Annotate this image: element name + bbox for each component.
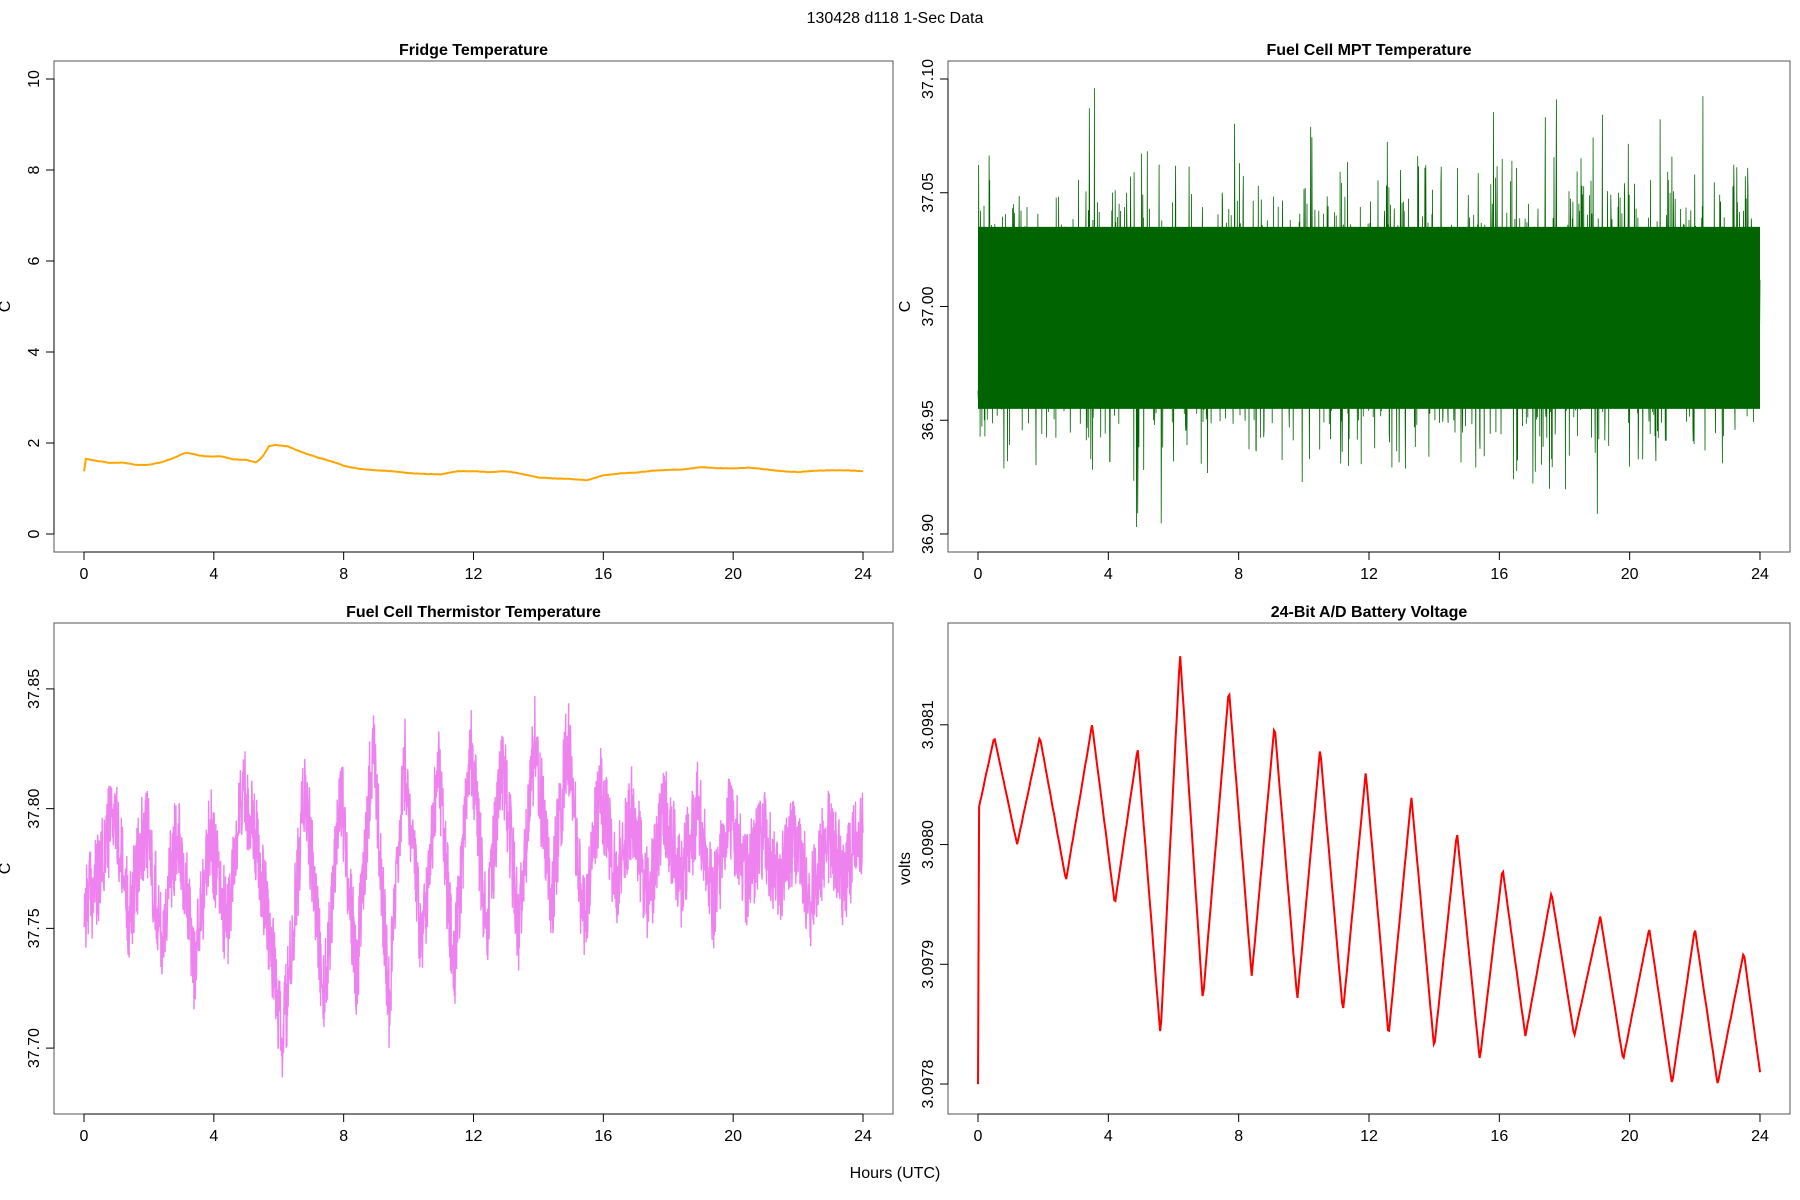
- x-tick-label: 20: [1621, 1128, 1639, 1145]
- x-axis-label: Hours (UTC): [850, 1165, 941, 1182]
- panel-title: Fuel Cell MPT Temperature: [1266, 42, 1471, 59]
- x-tick-label: 12: [465, 566, 483, 583]
- series-line: [83, 695, 864, 1078]
- x-tick-label: 16: [1490, 566, 1508, 583]
- x-tick-label: 4: [209, 1128, 218, 1145]
- x-tick-label: 16: [594, 566, 612, 583]
- x-tick-label: 16: [1490, 1128, 1508, 1145]
- y-axis-label: C: [0, 863, 14, 875]
- y-tick-label: 37.85: [26, 669, 43, 709]
- chart-panel-2: Fuel Cell MPT Temperature C 0 4 8 12 16 20 24 36.…: [897, 42, 1791, 583]
- x-tick-label: 20: [724, 566, 742, 583]
- plot-frame: [947, 622, 1791, 1115]
- y-tick-label: 4: [26, 347, 43, 356]
- panel-title: Fridge Temperature: [399, 42, 548, 59]
- y-tick-label: 37.05: [920, 173, 937, 213]
- x-tick-label: 20: [1621, 566, 1639, 583]
- y-axis-label: volts: [897, 852, 914, 885]
- x-tick-label: 8: [339, 566, 348, 583]
- x-tick-label: 8: [1234, 566, 1243, 583]
- y-tick-label: 0: [26, 529, 43, 538]
- y-tick-label: 37.75: [26, 908, 43, 948]
- plot-frame: [53, 60, 894, 553]
- y-tick-label: 6: [26, 256, 43, 265]
- y-tick-label: 37.80: [26, 789, 43, 829]
- y-tick-label: 3.0979: [920, 940, 937, 989]
- x-tick-label: 20: [724, 1128, 742, 1145]
- y-tick-label: 10: [26, 70, 43, 88]
- x-tick-label: 12: [1360, 1128, 1378, 1145]
- y-tick-label: 3.0980: [920, 820, 937, 869]
- x-tick-label: 4: [1104, 566, 1113, 583]
- y-tick-label: 3.0981: [920, 700, 937, 749]
- x-tick-label: 0: [974, 1128, 983, 1145]
- y-tick-label: 36.90: [920, 514, 937, 554]
- y-tick-label: 37.70: [26, 1028, 43, 1068]
- y-tick-label: 36.95: [920, 400, 937, 440]
- y-tick-label: 8: [26, 165, 43, 174]
- x-tick-label: 24: [854, 566, 872, 583]
- panel-title: Fuel Cell Thermistor Temperature: [346, 604, 601, 621]
- chart-panel-1: Fridge TemperatureC048121620240246810: [0, 42, 894, 583]
- x-tick-label: 0: [80, 566, 89, 583]
- chart-panel-4: 24-Bit A/D Battery Voltage volts 0 4 8 12 16 20…: [897, 604, 1791, 1145]
- y-tick-label: 37.00: [920, 286, 937, 326]
- y-tick-label: 37.10: [920, 59, 937, 99]
- chart-panel-3: Fuel Cell Thermistor Temperature C 0 4 8 12 16…: [0, 604, 894, 1145]
- y-tick-label: 2: [26, 438, 43, 447]
- y-tick-label: 3.0978: [920, 1059, 937, 1108]
- x-tick-label: 0: [80, 1128, 89, 1145]
- x-tick-label: 24: [1751, 1128, 1769, 1145]
- x-tick-label: 0: [974, 566, 983, 583]
- main-title: 130428 d118 1-Sec Data: [807, 10, 984, 27]
- x-tick-label: 24: [854, 1128, 872, 1145]
- series-dense-band: [978, 226, 1760, 409]
- x-tick-label: 8: [1234, 1128, 1243, 1145]
- panel-title: 24-Bit A/D Battery Voltage: [1271, 604, 1468, 621]
- x-tick-label: 24: [1751, 566, 1769, 583]
- x-tick-label: 12: [1360, 566, 1378, 583]
- x-tick-label: 4: [209, 566, 218, 583]
- y-axis-label: C: [0, 301, 14, 313]
- x-tick-label: 8: [339, 1128, 348, 1145]
- series-line: [977, 656, 1761, 1085]
- x-tick-label: 16: [594, 1128, 612, 1145]
- x-tick-label: 12: [465, 1128, 483, 1145]
- x-tick-label: 4: [1104, 1128, 1113, 1145]
- series-line: [83, 443, 864, 482]
- y-axis-label: C: [897, 301, 914, 313]
